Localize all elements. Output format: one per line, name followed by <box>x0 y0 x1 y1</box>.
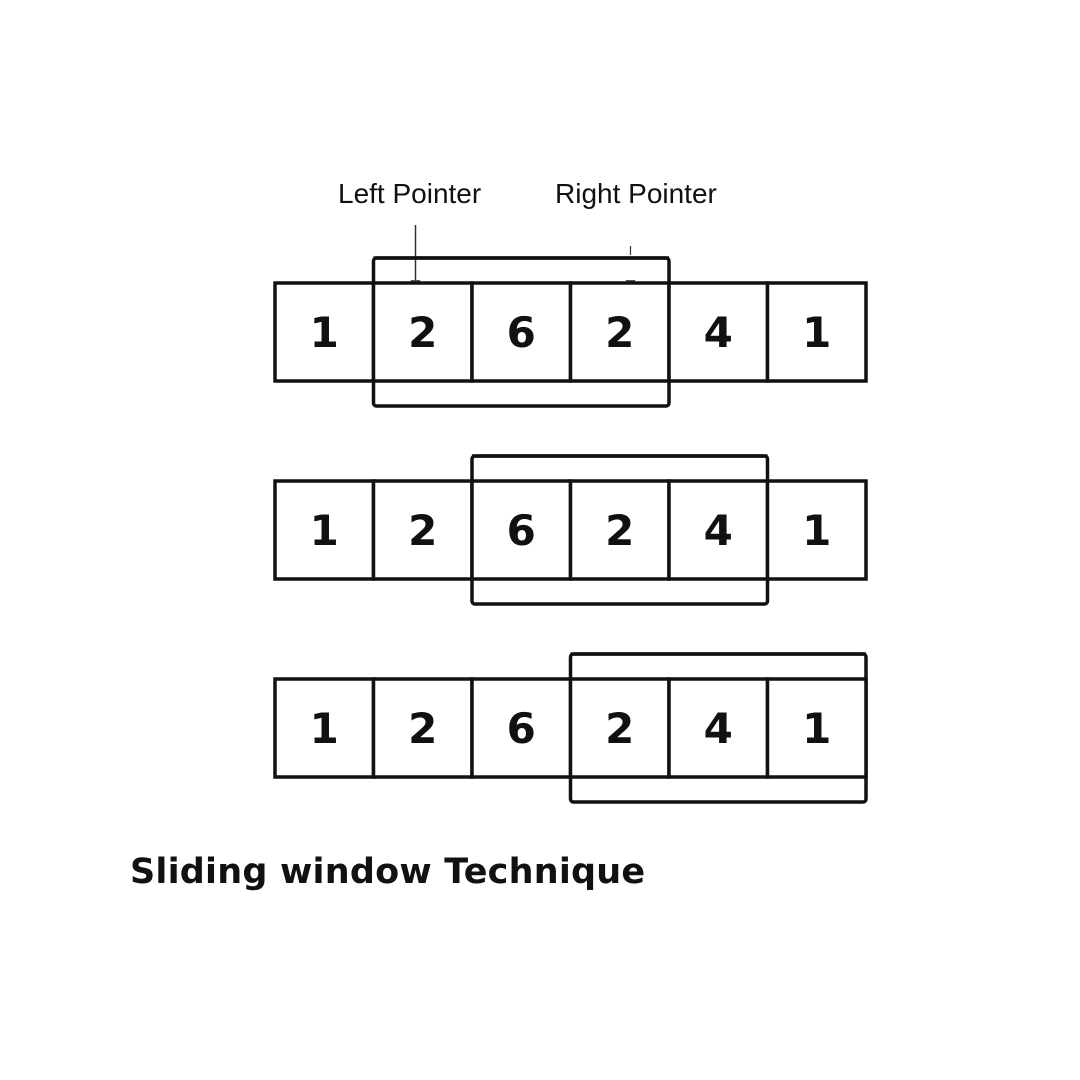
cell-value: 1 <box>802 506 831 555</box>
array-cell <box>667 479 770 581</box>
array-cell <box>371 677 474 779</box>
array-row: 1 2 6 2 4 1 <box>273 454 868 606</box>
cell-value: 1 <box>802 704 831 753</box>
array-row: 1 2 6 2 4 1 <box>273 256 868 408</box>
array-cell <box>765 281 868 383</box>
cell-value: 2 <box>408 506 437 555</box>
cell-value: 2 <box>605 506 634 555</box>
array-cell <box>273 479 376 581</box>
cell-value: 4 <box>704 704 733 753</box>
array-row: 1 2 6 2 4 1 <box>273 652 868 804</box>
array-rows: 1 2 6 2 4 1 1 2 6 2 4 1 1 2 6 2 4 1 <box>273 256 868 804</box>
cell-value: 6 <box>507 704 536 753</box>
array-cell <box>273 281 376 383</box>
cell-value: 2 <box>408 704 437 753</box>
array-cell <box>568 479 671 581</box>
cell-value: 4 <box>704 506 733 555</box>
cell-value: 1 <box>310 308 339 357</box>
array-cell <box>765 677 868 779</box>
caption: Sliding window Technique <box>130 852 646 892</box>
cell-value: 6 <box>507 308 536 357</box>
cell-value: 1 <box>310 506 339 555</box>
array-cell <box>371 479 474 581</box>
cell-value: 2 <box>408 308 437 357</box>
left-pointer-label: Left Pointer <box>338 178 481 209</box>
cell-value: 1 <box>310 704 339 753</box>
array-cell <box>371 281 474 383</box>
cell-value: 4 <box>704 308 733 357</box>
array-cell <box>667 677 770 779</box>
array-cell <box>765 479 868 581</box>
cell-value: 1 <box>802 308 831 357</box>
right-pointer-label: Right Pointer <box>555 178 717 209</box>
array-cell <box>568 677 671 779</box>
cell-value: 2 <box>605 308 634 357</box>
cell-value: 2 <box>605 704 634 753</box>
array-cell <box>470 677 573 779</box>
cell-value: 6 <box>507 506 536 555</box>
